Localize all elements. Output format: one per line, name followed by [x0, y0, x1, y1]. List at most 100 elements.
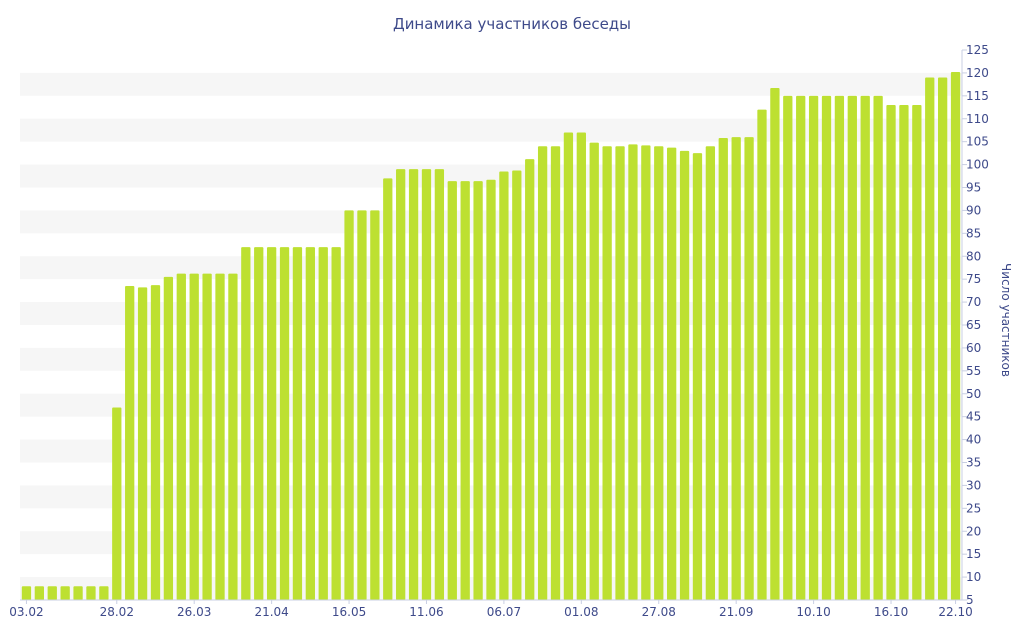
y-tick-label: 95: [966, 181, 981, 195]
bar: [796, 95, 806, 600]
grid-band: [20, 118, 962, 142]
x-tick-label: 26.03: [177, 605, 211, 619]
bar: [202, 273, 212, 600]
bar: [254, 247, 264, 601]
chart-title: Динамика участников беседы: [393, 15, 631, 33]
bar: [34, 586, 45, 600]
bar: [847, 95, 857, 600]
x-tick-label: 10.10: [796, 605, 830, 619]
y-tick-label: 115: [966, 89, 989, 103]
bar: [744, 137, 754, 601]
bar: [770, 88, 780, 601]
bar: [576, 132, 586, 600]
bar: [421, 169, 432, 600]
bar: [602, 146, 612, 600]
y-tick-label: 30: [966, 478, 981, 492]
y-tick-label: 5: [966, 593, 974, 607]
bar: [357, 210, 367, 600]
y-tick-label: 125: [966, 43, 989, 57]
bar: [563, 132, 574, 600]
x-tick-label: 11.06: [409, 605, 443, 619]
bar: [383, 178, 393, 601]
bar: [47, 586, 57, 600]
x-tick-label: 16.10: [874, 605, 908, 619]
bar: [821, 95, 832, 600]
bar: [950, 72, 961, 600]
y-axis-label: Число участников: [999, 263, 1013, 377]
bar: [925, 77, 935, 600]
bar: [189, 273, 199, 600]
x-tick-label: 27.08: [642, 605, 676, 619]
x-tick-label: 01.08: [564, 605, 598, 619]
x-tick-label: 21.04: [254, 605, 288, 619]
bar: [21, 586, 32, 600]
bar: [112, 407, 122, 600]
bar: [279, 247, 290, 601]
bar: [628, 144, 638, 600]
bar: [473, 181, 483, 601]
bar: [705, 146, 716, 600]
y-tick-label: 55: [966, 364, 981, 378]
y-tick-label: 75: [966, 272, 981, 286]
x-axis-ticks: 03.02 28.02 26.03 21.04 16.05 11.06 06.07 01.08…: [9, 600, 973, 619]
y-axis-ticks: 5 10 15 20 25 30 35 40 45 50 55 60 65 70 75 80 85 90 95 100…: [962, 43, 989, 607]
bar: [305, 247, 315, 601]
bar: [318, 247, 328, 601]
y-tick-label: 120: [966, 66, 989, 80]
y-tick-label: 35: [966, 456, 981, 470]
bar: [718, 138, 728, 600]
bar: [125, 286, 135, 600]
y-tick-label: 50: [966, 387, 981, 401]
y-tick-label: 85: [966, 226, 981, 240]
bars-group: [21, 72, 961, 601]
y-tick-label: 15: [966, 547, 981, 561]
bar: [163, 276, 174, 600]
y-tick-label: 80: [966, 249, 981, 263]
x-tick-label: 28.02: [100, 605, 134, 619]
x-tick-label: 06.07: [487, 605, 521, 619]
y-tick-label: 10: [966, 570, 981, 584]
y-tick-label: 20: [966, 524, 981, 538]
bar: [331, 247, 341, 601]
x-tick-label: 22.10: [938, 605, 972, 619]
bar: [99, 586, 109, 600]
bar: [499, 171, 509, 601]
x-tick-label: 03.02: [9, 605, 43, 619]
bar: [537, 146, 548, 600]
y-tick-label: 25: [966, 501, 981, 515]
bar: [912, 105, 922, 600]
bar: [886, 105, 896, 600]
y-tick-label: 110: [966, 112, 989, 126]
y-tick-label: 90: [966, 203, 981, 217]
bar: [860, 95, 870, 600]
bar: [86, 586, 96, 600]
bar: [550, 146, 561, 600]
bar: [525, 159, 535, 601]
bar: [692, 153, 703, 600]
bar: [667, 147, 677, 600]
y-tick-label: 70: [966, 295, 981, 309]
bar: [654, 146, 664, 600]
bar: [396, 169, 406, 600]
bar: [408, 169, 419, 600]
y-tick-label: 100: [966, 158, 989, 172]
x-tick-label: 21.09: [719, 605, 753, 619]
bar: [834, 95, 845, 600]
bar: [486, 179, 496, 601]
y-tick-label: 40: [966, 433, 981, 447]
y-tick-label: 45: [966, 410, 981, 424]
bar: [344, 210, 354, 600]
bar: [176, 273, 186, 600]
bar: [873, 95, 883, 600]
bar: [60, 586, 70, 600]
bar: [731, 137, 741, 601]
bar: [73, 586, 83, 600]
bar: [757, 109, 767, 600]
bar: [228, 273, 238, 600]
bar: [899, 105, 909, 600]
bar: [783, 95, 793, 600]
bar: [241, 247, 251, 601]
bar: [615, 146, 625, 600]
